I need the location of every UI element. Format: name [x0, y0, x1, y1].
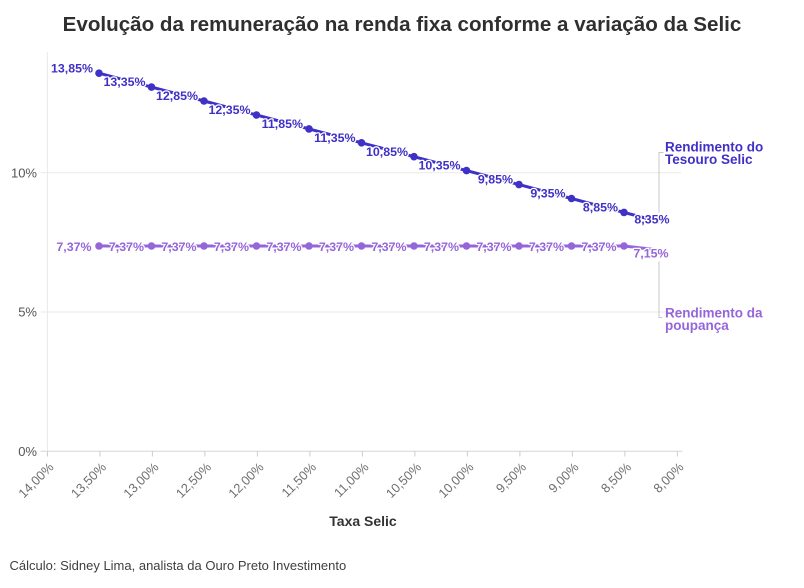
svg-text:Taxa Selic: Taxa Selic — [329, 513, 397, 529]
svg-text:8,35%: 8,35% — [634, 212, 669, 226]
svg-text:Cálculo: Sidney Lima, analista: Cálculo: Sidney Lima, analista da Ouro P… — [10, 558, 347, 573]
svg-text:9,35%: 9,35% — [530, 187, 565, 201]
svg-text:0%: 0% — [18, 444, 37, 459]
svg-text:7,37%: 7,37% — [214, 240, 249, 254]
svg-text:7,37%: 7,37% — [581, 240, 616, 254]
svg-text:Evolução da remuneração na ren: Evolução da remuneração na renda fixa co… — [63, 13, 742, 36]
svg-text:7,37%: 7,37% — [109, 240, 144, 254]
svg-text:7,37%: 7,37% — [476, 240, 511, 254]
svg-text:11,85%: 11,85% — [262, 117, 303, 131]
svg-text:Rendimento da: Rendimento da — [665, 306, 763, 321]
svg-text:8,85%: 8,85% — [583, 201, 618, 215]
svg-text:10,35%: 10,35% — [418, 159, 460, 173]
svg-text:10%: 10% — [11, 165, 37, 180]
svg-text:Tesouro Selic: Tesouro Selic — [665, 152, 753, 167]
svg-text:12,35%: 12,35% — [208, 103, 250, 117]
svg-text:7,37%: 7,37% — [266, 240, 301, 254]
svg-text:7,37%: 7,37% — [371, 240, 406, 254]
svg-text:13,85%: 13,85% — [51, 61, 93, 75]
svg-text:7,37%: 7,37% — [424, 240, 459, 254]
svg-text:9,85%: 9,85% — [478, 173, 513, 187]
svg-text:7,37%: 7,37% — [56, 240, 91, 254]
svg-text:poupança: poupança — [665, 318, 729, 333]
svg-text:Rendimento do: Rendimento do — [665, 140, 763, 155]
svg-text:13,35%: 13,35% — [103, 75, 145, 89]
svg-text:7,37%: 7,37% — [529, 240, 564, 254]
svg-text:10,85%: 10,85% — [366, 145, 408, 159]
svg-text:5%: 5% — [18, 305, 37, 320]
svg-text:7,15%: 7,15% — [633, 247, 668, 261]
svg-text:11,35%: 11,35% — [314, 131, 355, 145]
svg-text:7,37%: 7,37% — [161, 240, 196, 254]
svg-text:7,37%: 7,37% — [319, 240, 354, 254]
svg-text:12,85%: 12,85% — [156, 89, 198, 103]
